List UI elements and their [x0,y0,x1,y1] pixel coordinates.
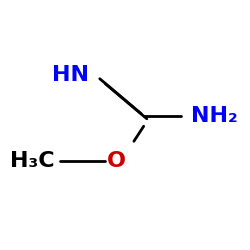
Text: NH₂: NH₂ [191,106,238,126]
Text: HN: HN [52,65,89,85]
Text: O: O [107,151,126,171]
Text: H₃C: H₃C [10,151,55,171]
